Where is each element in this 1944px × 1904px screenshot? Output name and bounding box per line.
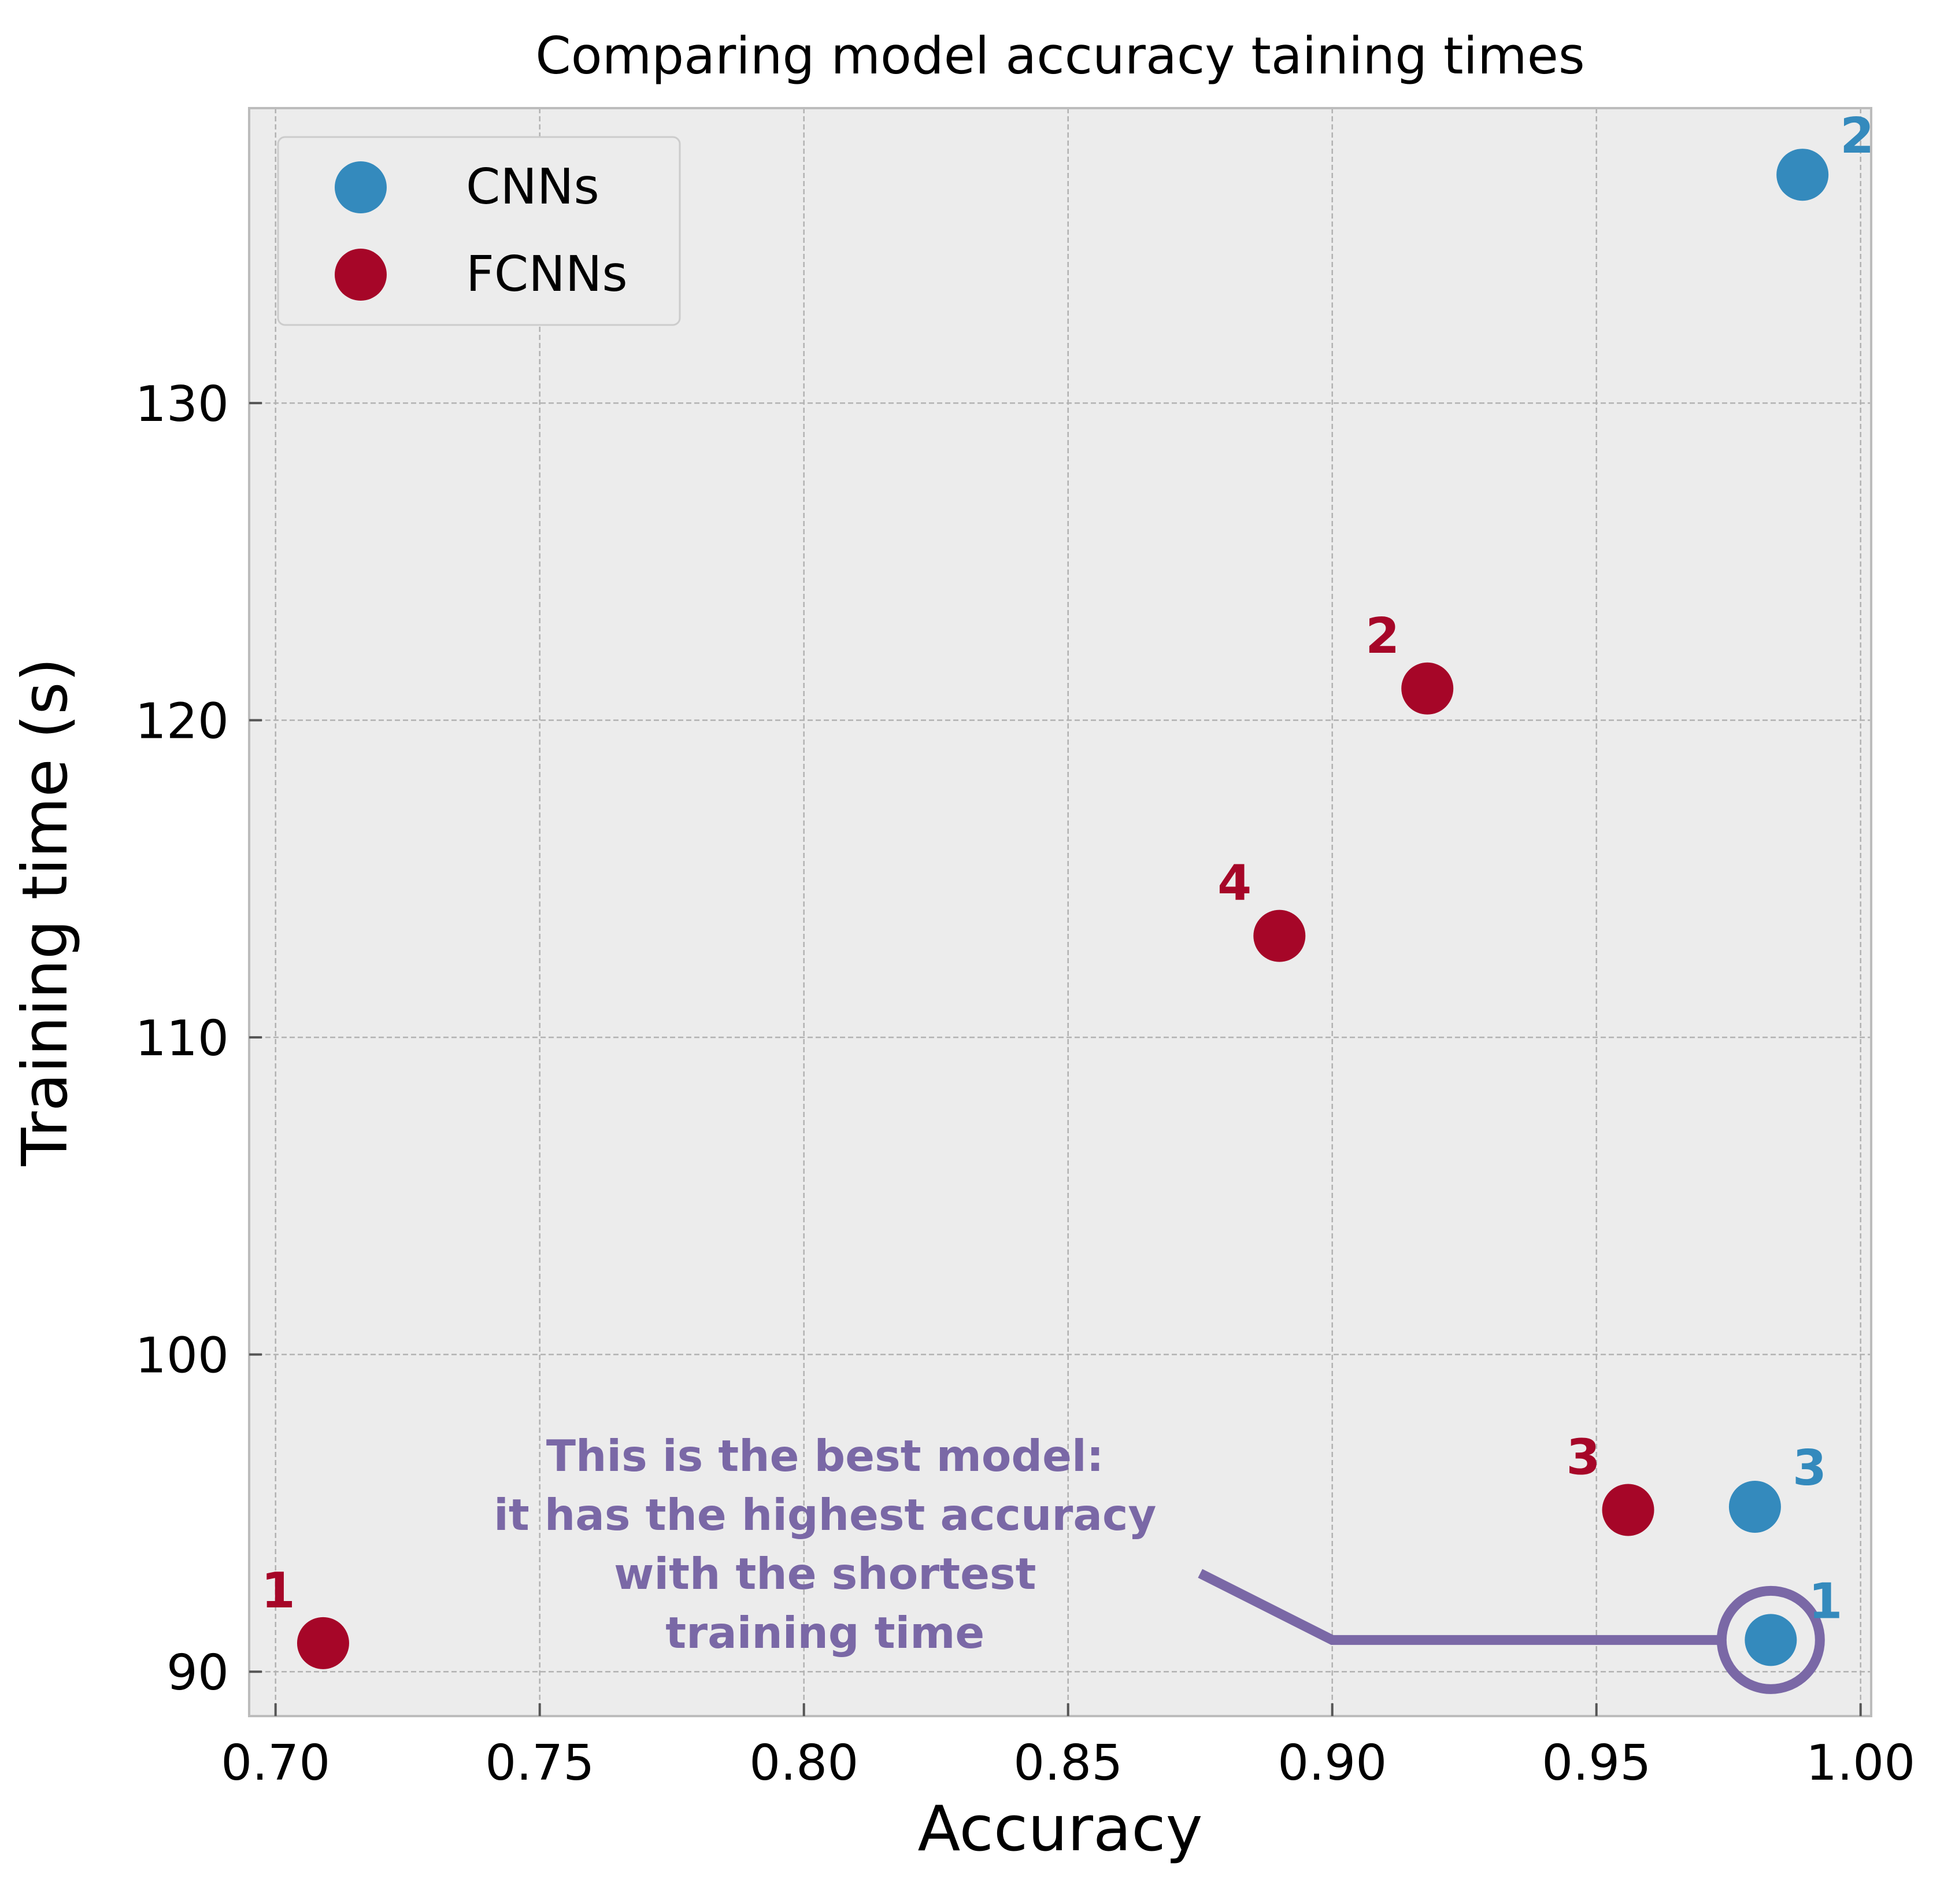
best-model-ring bbox=[1716, 1585, 1825, 1694]
cnn-point-2 bbox=[1776, 149, 1829, 201]
grid bbox=[249, 108, 1871, 1716]
legend-label-cnns: CNNs bbox=[466, 158, 599, 216]
legend-label-fcnns: FCNNs bbox=[466, 246, 628, 303]
annotation-text-line: training time bbox=[665, 1607, 984, 1658]
axis-ticks: 0.70 0.75 0.80 0.85 0.90 0.95 1.00 90 100 110 120 1… bbox=[135, 376, 1916, 1792]
fcnn-point-label: 1 bbox=[261, 1562, 295, 1620]
y-tick-label: 110 bbox=[135, 1010, 229, 1067]
cnn-point-1 bbox=[1745, 1614, 1797, 1666]
cnn-point-3 bbox=[1728, 1480, 1781, 1533]
cnn-point-label: 2 bbox=[1840, 108, 1874, 165]
legend-marker-cnns bbox=[335, 161, 387, 213]
data-points: 1 2 3 1 2 3 4 bbox=[261, 108, 1874, 1669]
fcnn-point-label: 3 bbox=[1566, 1429, 1600, 1486]
y-axis-label: Training time (s) bbox=[9, 657, 82, 1166]
y-tick-label: 100 bbox=[135, 1328, 229, 1385]
chart-title: Comparing model accuracy taining times bbox=[535, 26, 1584, 86]
annotation-connector bbox=[1198, 1569, 1722, 1645]
fcnn-point-2 bbox=[1401, 662, 1454, 715]
annotation-text-line: with the shortest bbox=[614, 1548, 1036, 1599]
annotation: This is the best model: it has the highes… bbox=[494, 1430, 1825, 1694]
x-tick-label: 0.90 bbox=[1278, 1735, 1387, 1792]
plot-frame bbox=[248, 107, 1872, 1717]
x-tick-label: 0.75 bbox=[485, 1735, 594, 1792]
x-tick-label: 0.85 bbox=[1013, 1735, 1123, 1792]
legend: CNNs FCNNs bbox=[277, 136, 681, 326]
y-tick-label: 120 bbox=[135, 693, 229, 750]
fcnn-point-3 bbox=[1602, 1484, 1654, 1536]
x-tick-label: 0.70 bbox=[221, 1735, 330, 1792]
cnn-point-label: 1 bbox=[1808, 1573, 1842, 1630]
x-tick-label: 0.95 bbox=[1542, 1735, 1651, 1792]
fcnn-point-1 bbox=[297, 1617, 349, 1669]
x-axis-label: Accuracy bbox=[917, 1793, 1202, 1865]
fcnn-point-label: 2 bbox=[1365, 608, 1399, 665]
x-tick-label: 0.80 bbox=[749, 1735, 858, 1792]
y-tick-label: 130 bbox=[135, 376, 229, 433]
legend-marker-fcnns bbox=[335, 249, 387, 301]
x-tick-label: 1.00 bbox=[1806, 1735, 1915, 1792]
cnn-point-label: 3 bbox=[1793, 1440, 1827, 1497]
fcnn-point-label: 4 bbox=[1217, 855, 1251, 912]
annotation-text-line: it has the highest accuracy bbox=[494, 1489, 1156, 1540]
fcnn-point-4 bbox=[1253, 910, 1306, 962]
annotation-text-line: This is the best model: bbox=[546, 1430, 1104, 1481]
y-tick-label: 90 bbox=[166, 1644, 229, 1702]
plot-area bbox=[249, 108, 1871, 1716]
